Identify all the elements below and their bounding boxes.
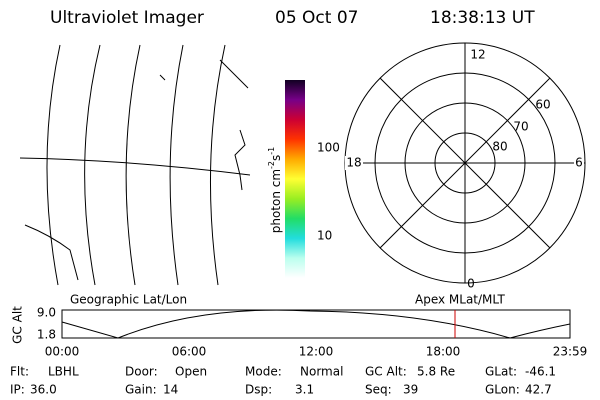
title: Ultraviolet Imager [50, 8, 204, 28]
x-tick-label: 18:00 [426, 345, 461, 359]
status-label: Seq: [365, 383, 392, 397]
polar-label: 18 [346, 156, 361, 170]
status-label: IP: [10, 383, 25, 397]
status-value: Open [175, 365, 207, 379]
status-value: 3.1 [295, 383, 314, 397]
status-value: 36.0 [30, 383, 57, 397]
status-value: 5.8 Re [417, 365, 455, 379]
status-label: Dsp: [245, 383, 272, 397]
altitude-curve [61, 309, 571, 339]
y-tick-label: 1.8 [37, 328, 56, 342]
status-label: GLon: [485, 383, 520, 397]
status-value: 42.7 [525, 383, 552, 397]
axis-label: GC Alt [11, 306, 25, 344]
ring-label: 60 [535, 98, 550, 112]
unit: s [269, 155, 283, 161]
status-label: Door: [125, 365, 158, 379]
status-label: Mode: [245, 365, 282, 379]
status-label: Flt: [10, 365, 29, 379]
colorbar [285, 80, 305, 278]
polar-label: 6 [575, 156, 583, 170]
unit: -1 [267, 147, 276, 155]
ring-label: 70 [513, 120, 528, 134]
unit: -2 [267, 161, 276, 169]
map [19, 44, 251, 286]
polar-label: 0 [467, 277, 475, 291]
time: 18:38:13 UT [430, 8, 535, 28]
date: 05 Oct 07 [275, 8, 358, 28]
status-value: 14 [163, 383, 178, 397]
status-value: Normal [300, 365, 343, 379]
status-label: GLat: [485, 365, 517, 379]
x-tick-label: 23:59 [553, 345, 588, 359]
status-label: GC Alt: [365, 365, 407, 379]
polar-grid [344, 42, 586, 284]
timeline-title: Geographic Lat/Lon [70, 293, 187, 307]
status-label: Gain: [125, 383, 157, 397]
status-value: -46.1 [525, 365, 556, 379]
colorbar-unit: photon cm-2s-1 [267, 147, 283, 234]
colorbar-tick: 100 [317, 141, 340, 155]
unit: photon cm [269, 169, 283, 233]
ring-label: 80 [492, 140, 507, 154]
status-value: LBHL [48, 365, 79, 379]
colorbar-tick: 10 [317, 229, 332, 243]
x-tick-label: 12:00 [299, 345, 334, 359]
y-tick-label: 9.0 [37, 306, 56, 320]
polar-label: 12 [470, 48, 485, 62]
x-tick-label: 06:00 [172, 345, 207, 359]
x-tick-label: 00:00 [45, 345, 80, 359]
timeline-title: Apex MLat/MLT [415, 293, 505, 307]
status-value: 39 [403, 383, 418, 397]
